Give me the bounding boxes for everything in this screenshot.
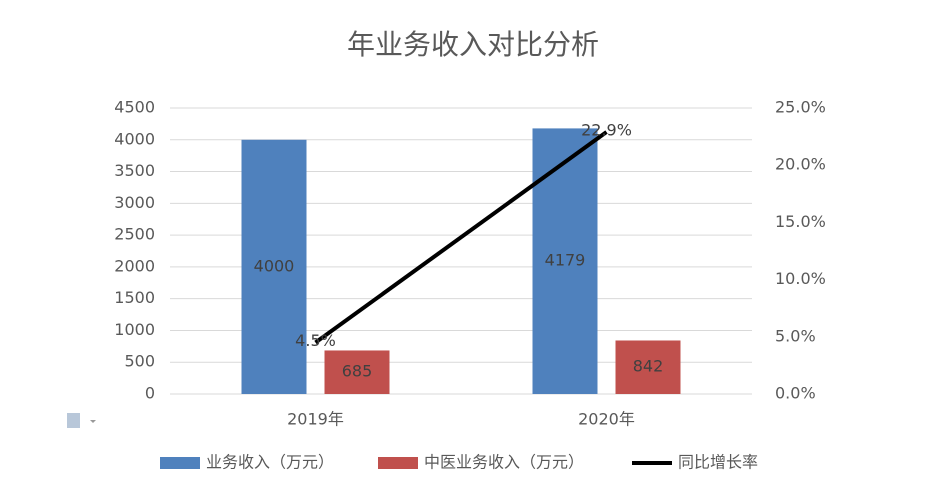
bar <box>324 350 390 394</box>
legend-label: 中医业务收入（万元） <box>424 453 584 472</box>
y2-tick-label: 10.0% <box>775 269 826 288</box>
chart-title: 年业务收入对比分析 <box>347 28 599 61</box>
y2-tick-label: 0.0% <box>775 384 816 403</box>
data-label: 4.5% <box>295 331 336 350</box>
y2-tick-label: 20.0% <box>775 155 826 174</box>
icon <box>67 413 96 428</box>
data-label: 4179 <box>545 251 586 270</box>
legend-swatch <box>160 457 200 469</box>
y-tick-label: 2500 <box>114 225 155 244</box>
bar <box>615 340 681 394</box>
data-label: 22.9% <box>581 121 632 140</box>
data-label: 685 <box>342 362 373 381</box>
y-tick-label: 3000 <box>114 193 155 212</box>
x-tick-label: 2020年 <box>578 410 635 429</box>
line <box>314 130 608 345</box>
y-tick-label: 4500 <box>114 98 155 117</box>
legend-swatch <box>378 457 418 469</box>
y-tick-label: 2000 <box>114 256 155 275</box>
y2-tick-label: 5.0% <box>775 326 816 345</box>
x-tick-label: 2019年 <box>287 410 344 429</box>
data-label: 842 <box>633 357 664 376</box>
legend-label: 业务收入（万元） <box>206 453 334 472</box>
data-label: 4000 <box>254 256 295 275</box>
y-tick-label: 1500 <box>114 288 155 307</box>
y-tick-label: 4000 <box>114 129 155 148</box>
y-tick-label: 0 <box>145 384 155 403</box>
y-tick-label: 1000 <box>114 320 155 339</box>
y2-tick-label: 15.0% <box>775 212 826 231</box>
bar <box>532 128 598 394</box>
bar <box>241 139 307 394</box>
legend-label: 同比增长率 <box>678 453 758 472</box>
y2-tick-label: 25.0% <box>775 98 826 117</box>
y-tick-label: 500 <box>124 352 155 371</box>
y-tick-label: 3500 <box>114 161 155 180</box>
